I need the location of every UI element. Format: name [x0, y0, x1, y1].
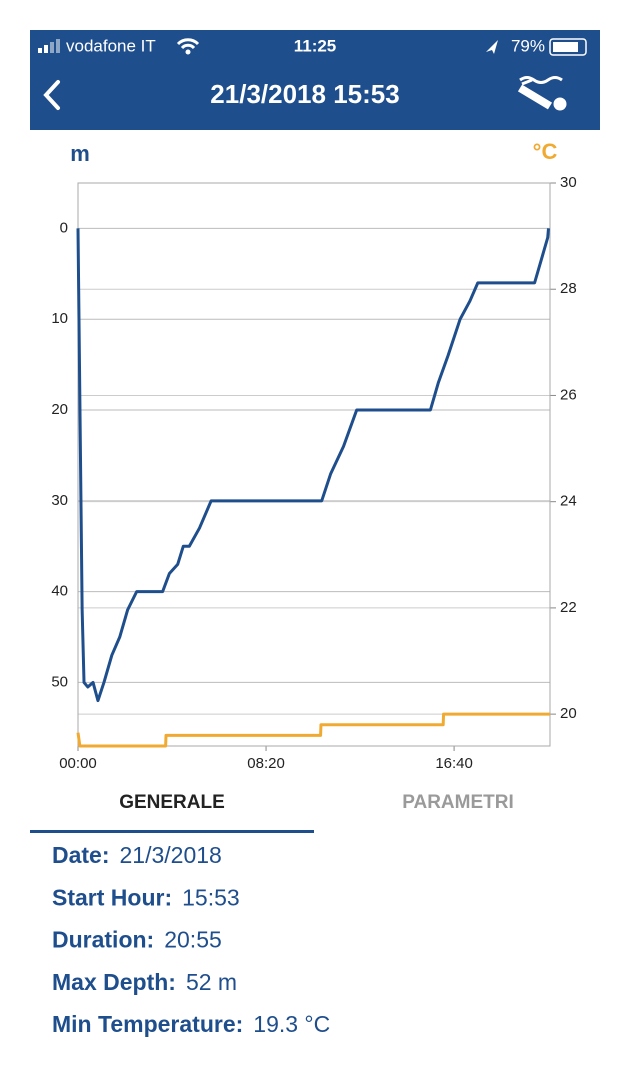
- detail-row: Start Hour: 15:53: [52, 884, 240, 910]
- y2-tick-label: 30: [560, 174, 577, 191]
- y2-tick-label: 28: [560, 280, 577, 297]
- y-tick-label: 10: [51, 310, 68, 327]
- detail-row: Date: 21/3/2018: [52, 842, 222, 868]
- x-tick-label: 08:20: [247, 755, 285, 772]
- y-tick-label: 20: [51, 401, 68, 418]
- battery-icon: [549, 38, 587, 56]
- y2-tick-label: 24: [560, 493, 577, 510]
- details: Date: 21/3/2018 Start Hour: 15:53 Duration: 2…: [52, 842, 330, 1037]
- detail-row: Duration: 20:55: [52, 927, 222, 953]
- data-line: [76, 712, 550, 748]
- x-tick-label: 00:00: [59, 755, 97, 772]
- y-tick-label: 40: [51, 583, 68, 600]
- detail-row: Min Temperature: 19.3 °C: [52, 1011, 330, 1037]
- detail-value: 19.3 °C: [253, 1011, 330, 1037]
- y-tick-label: 30: [51, 492, 68, 509]
- detail-label: Start Hour:: [52, 884, 172, 910]
- wifi-dot: [185, 49, 191, 55]
- tab[interactable]: PARAMETRI: [402, 792, 514, 813]
- detail-label: Duration:: [52, 927, 154, 953]
- detail-value: 20:55: [164, 927, 222, 953]
- wifi-icon: [176, 38, 200, 50]
- top-bar: [30, 30, 600, 130]
- detail-label: Max Depth:: [52, 969, 176, 995]
- detail-value: 15:53: [182, 884, 240, 910]
- signal-icon: [38, 39, 60, 53]
- detail-value: 21/3/2018: [120, 842, 222, 868]
- data-line: [76, 228, 550, 703]
- tab[interactable]: GENERALE: [119, 792, 225, 813]
- detail-row: Max Depth: 52 m: [52, 969, 237, 995]
- x-tick-label: 16:40: [435, 755, 473, 772]
- y2-tick-label: 22: [560, 599, 577, 616]
- battery-level: [553, 42, 578, 52]
- battery-text: 79%: [511, 36, 545, 55]
- detail-label: Min Temperature:: [52, 1011, 243, 1037]
- y2-tick-label: 26: [560, 386, 577, 403]
- y2-axis-label: °C: [533, 139, 558, 164]
- diver-icon: [517, 76, 567, 111]
- y2-tick-label: 20: [560, 705, 577, 722]
- y-tick-label: 0: [60, 219, 68, 236]
- plot-frame: [77, 182, 551, 747]
- detail-label: Date:: [52, 842, 110, 868]
- tab-indicator: [30, 830, 314, 833]
- y-axis-label: m: [70, 141, 90, 166]
- location-icon: [486, 40, 498, 54]
- clock: 11:25: [294, 36, 337, 55]
- carrier: vodafone IT: [66, 36, 156, 55]
- back-button[interactable]: [43, 80, 60, 110]
- header-title: 21/3/2018 15:53: [210, 79, 399, 109]
- depth-chart: m °C 0 10 20 30 40 50 20 22 24 26 28 30 00:00 08:20 16:4…: [51, 139, 576, 772]
- y-tick-label: 50: [51, 673, 68, 690]
- detail-value: 52 m: [186, 969, 237, 995]
